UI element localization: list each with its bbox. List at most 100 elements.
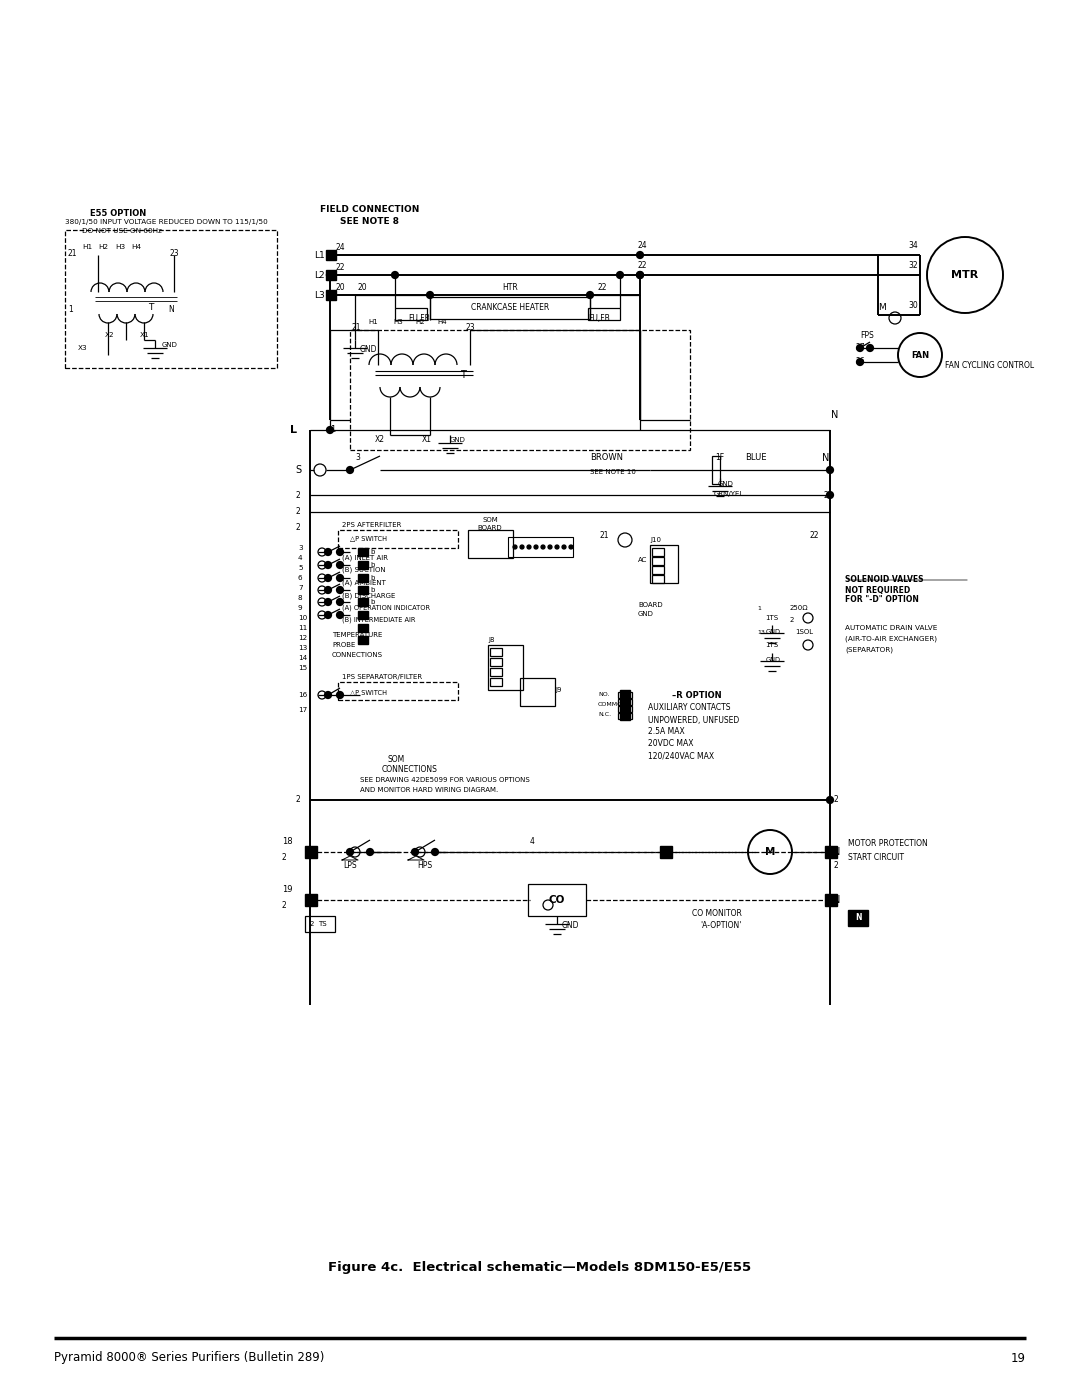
Text: H3: H3 <box>393 319 403 326</box>
Bar <box>357 598 368 606</box>
Text: 2: 2 <box>296 795 300 805</box>
Text: START CIRCUIT: START CIRCUIT <box>848 852 904 862</box>
Circle shape <box>318 562 326 569</box>
Text: 380/1/50 INPUT VOLTAGE REDUCED DOWN TO 115/1/50: 380/1/50 INPUT VOLTAGE REDUCED DOWN TO 1… <box>65 219 268 225</box>
Circle shape <box>318 598 326 606</box>
Text: 26: 26 <box>855 358 865 366</box>
Bar <box>490 668 502 676</box>
Text: 'A-OPTION': 'A-OPTION' <box>700 922 741 930</box>
Text: Pyramid 8000® Series Purifiers (Bulletin 289): Pyramid 8000® Series Purifiers (Bulletin… <box>54 1351 324 1365</box>
Bar <box>488 645 523 690</box>
Text: FAN: FAN <box>910 351 929 359</box>
Circle shape <box>889 312 901 324</box>
Circle shape <box>927 237 1003 313</box>
Text: AC: AC <box>638 557 647 563</box>
Bar <box>338 529 458 548</box>
Circle shape <box>427 292 433 299</box>
Text: 23: 23 <box>465 323 474 331</box>
Circle shape <box>324 549 332 556</box>
Circle shape <box>569 545 573 549</box>
Text: 24: 24 <box>336 243 346 251</box>
Text: (A) OPERATION INDICATOR: (A) OPERATION INDICATOR <box>342 605 430 612</box>
Circle shape <box>391 271 399 278</box>
Text: H4: H4 <box>131 244 141 250</box>
Bar <box>618 712 632 719</box>
Text: SEE NOTE 8: SEE NOTE 8 <box>340 217 400 225</box>
Bar <box>65 231 276 367</box>
Text: X1: X1 <box>422 436 432 444</box>
Text: FU,FB: FU,FB <box>408 313 430 323</box>
Text: 2: 2 <box>282 901 287 909</box>
Text: 22: 22 <box>336 263 346 271</box>
Text: COMMON: COMMON <box>598 703 627 707</box>
Text: 1PS SEPARATOR/FILTER: 1PS SEPARATOR/FILTER <box>342 673 422 680</box>
Bar <box>508 536 573 557</box>
Text: (B) INTERMEDIATE AIR: (B) INTERMEDIATE AIR <box>342 616 416 623</box>
Text: H2: H2 <box>415 319 424 326</box>
Text: 22: 22 <box>598 282 607 292</box>
Text: 10: 10 <box>298 615 307 622</box>
Text: (B) DISCHARGE: (B) DISCHARGE <box>342 592 395 599</box>
Text: FIELD CONNECTION: FIELD CONNECTION <box>321 205 420 215</box>
Circle shape <box>534 545 538 549</box>
Text: 2: 2 <box>789 617 795 623</box>
Text: AND MONITOR HARD WIRING DIAGRAM.: AND MONITOR HARD WIRING DIAGRAM. <box>360 787 498 793</box>
Circle shape <box>337 692 343 698</box>
Text: 19: 19 <box>1011 1351 1026 1365</box>
Text: 4: 4 <box>530 837 535 847</box>
Circle shape <box>318 692 326 698</box>
Bar <box>825 894 837 907</box>
Circle shape <box>347 848 353 855</box>
Bar <box>848 909 868 926</box>
Text: 3: 3 <box>298 545 302 550</box>
Text: DO NOT USE ON 60Hz: DO NOT USE ON 60Hz <box>82 228 162 235</box>
Text: CO: CO <box>549 895 565 905</box>
Circle shape <box>337 612 343 619</box>
Text: 21: 21 <box>600 531 609 539</box>
Text: E55 OPTION: E55 OPTION <box>90 208 146 218</box>
Circle shape <box>748 830 792 875</box>
Text: 2: 2 <box>833 862 838 870</box>
Text: b: b <box>370 599 375 605</box>
Text: 16: 16 <box>298 692 307 698</box>
Text: FAN CYCLING CONTROL: FAN CYCLING CONTROL <box>945 362 1035 370</box>
Text: LPS: LPS <box>343 862 356 870</box>
Circle shape <box>326 271 334 278</box>
Text: N: N <box>831 409 838 420</box>
Text: N: N <box>854 914 861 922</box>
Circle shape <box>541 545 545 549</box>
Text: SEE DRAWING 42DE5099 FOR VARIOUS OPTIONS: SEE DRAWING 42DE5099 FOR VARIOUS OPTIONS <box>360 777 530 782</box>
Circle shape <box>347 467 353 474</box>
Text: M: M <box>765 847 775 856</box>
Text: 22: 22 <box>638 260 648 270</box>
Text: △P SWITCH: △P SWITCH <box>350 689 387 694</box>
Text: AUTOMATIC DRAIN VALVE: AUTOMATIC DRAIN VALVE <box>845 624 937 631</box>
Text: △P SWITCH: △P SWITCH <box>350 535 387 541</box>
Circle shape <box>826 492 834 499</box>
Bar <box>652 557 664 564</box>
Text: 7: 7 <box>298 585 302 591</box>
Circle shape <box>636 251 644 258</box>
Text: CO MONITOR: CO MONITOR <box>692 909 742 918</box>
Text: 1: 1 <box>757 605 761 610</box>
Bar <box>357 548 368 556</box>
Text: 22: 22 <box>810 531 820 539</box>
Text: GND: GND <box>162 342 178 348</box>
Bar <box>395 307 427 320</box>
Bar <box>618 698 632 705</box>
Text: 3: 3 <box>355 454 360 462</box>
Circle shape <box>519 545 524 549</box>
Text: HPS: HPS <box>418 862 433 870</box>
Text: b: b <box>370 587 375 592</box>
Text: GND: GND <box>360 345 378 355</box>
Text: TEMPERATURE: TEMPERATURE <box>332 631 382 638</box>
Text: 1: 1 <box>330 426 335 434</box>
Circle shape <box>411 848 419 855</box>
Circle shape <box>586 292 594 299</box>
Text: 4: 4 <box>298 555 302 562</box>
Text: BOARD: BOARD <box>477 525 502 531</box>
Circle shape <box>324 587 332 594</box>
Circle shape <box>326 271 334 278</box>
Circle shape <box>337 562 343 569</box>
Text: N.C.: N.C. <box>598 712 611 718</box>
